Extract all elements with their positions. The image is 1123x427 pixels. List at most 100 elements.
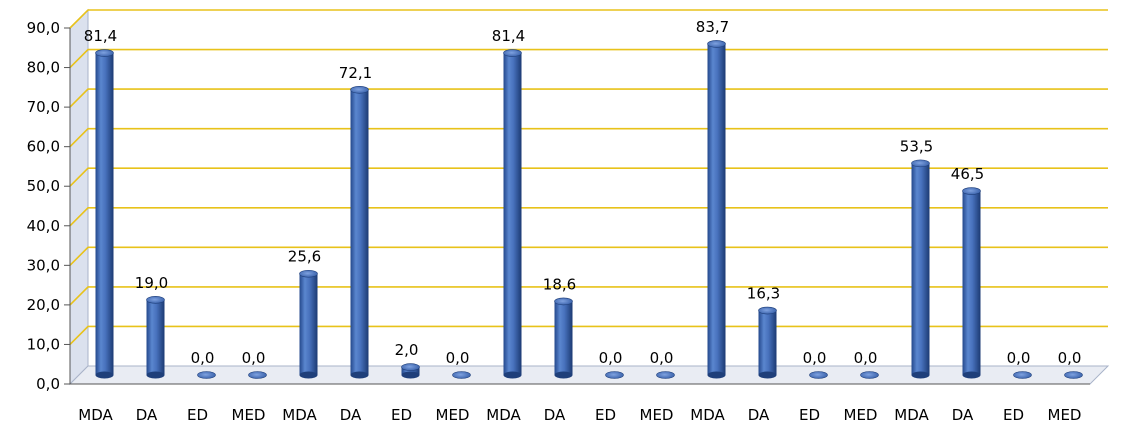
bar-body bbox=[758, 310, 777, 375]
bar-cap bbox=[350, 86, 369, 94]
value-label: 46,5 bbox=[951, 165, 984, 183]
bar-body bbox=[707, 43, 726, 376]
bar bbox=[656, 371, 675, 379]
bar-body bbox=[503, 53, 522, 376]
bar bbox=[248, 371, 267, 379]
gridline bbox=[69, 325, 1108, 346]
gridline bbox=[69, 9, 1108, 29]
bar-cap bbox=[911, 159, 930, 168]
bar-cap bbox=[197, 371, 216, 379]
value-label: 19,0 bbox=[135, 274, 168, 292]
gridline bbox=[69, 206, 1108, 227]
value-label: 0,0 bbox=[1058, 349, 1082, 367]
bar-base bbox=[911, 371, 930, 379]
value-label: 0,0 bbox=[1007, 349, 1031, 367]
value-label: 53,5 bbox=[900, 137, 933, 155]
chart-walls bbox=[68, 8, 1110, 386]
bar-cap bbox=[860, 371, 879, 379]
x-tick-label: MDA bbox=[690, 406, 725, 424]
value-label: 0,0 bbox=[242, 349, 266, 367]
bar-base bbox=[95, 371, 114, 379]
bar-body bbox=[554, 301, 573, 375]
y-tick-label: 20,0 bbox=[27, 296, 60, 314]
x-tick-label: ED bbox=[391, 406, 412, 424]
bar-base bbox=[503, 371, 522, 379]
bar-cap bbox=[401, 363, 420, 371]
gridlines bbox=[69, 9, 1108, 346]
y-tick-label: 70,0 bbox=[27, 98, 60, 116]
gridline bbox=[69, 88, 1108, 108]
value-labels: 81,4 19,0 0,0 0,0 25,6 72,1 2,0 0,0 81,4 18,6 0,0 0… bbox=[84, 18, 1082, 367]
x-tick-label: MDA bbox=[78, 406, 113, 424]
x-tick-label: DA bbox=[748, 406, 770, 424]
y-tick-label: 0,0 bbox=[36, 375, 60, 393]
plot-area: 0,010,020,030,040,050,060,070,080,090,0 … bbox=[27, 8, 1110, 424]
value-label: 2,0 bbox=[395, 341, 419, 359]
value-label: 0,0 bbox=[446, 349, 470, 367]
bar bbox=[503, 49, 522, 379]
bar-base bbox=[146, 371, 165, 379]
y-tick-label: 10,0 bbox=[27, 335, 60, 353]
x-tick-label: MED bbox=[1048, 406, 1082, 424]
bar bbox=[95, 49, 114, 379]
value-label: 81,4 bbox=[84, 27, 117, 45]
bars bbox=[95, 40, 1083, 379]
bar-base bbox=[554, 371, 573, 379]
x-tick-label: ED bbox=[799, 406, 820, 424]
bar bbox=[401, 363, 420, 379]
x-tick-label: DA bbox=[952, 406, 974, 424]
bar bbox=[299, 269, 318, 379]
bar-cap bbox=[248, 371, 267, 379]
gridline bbox=[69, 48, 1108, 69]
gridline bbox=[69, 246, 1108, 266]
bar bbox=[962, 187, 981, 379]
bar-base bbox=[350, 371, 369, 379]
y-tick-label: 50,0 bbox=[27, 177, 60, 195]
bar bbox=[605, 371, 624, 379]
x-tick-label: DA bbox=[544, 406, 566, 424]
bar-body bbox=[95, 53, 114, 376]
value-label: 83,7 bbox=[696, 18, 729, 36]
bar-cap bbox=[1013, 371, 1032, 379]
bar-cap bbox=[299, 269, 318, 278]
y-tick-label: 60,0 bbox=[27, 138, 60, 156]
bar-cap bbox=[605, 371, 624, 379]
bar-cap bbox=[656, 371, 675, 379]
bar bbox=[554, 297, 573, 379]
bar-cap bbox=[503, 49, 522, 57]
gridline bbox=[69, 127, 1108, 148]
x-tick-label: MDA bbox=[894, 406, 929, 424]
value-label: 81,4 bbox=[492, 27, 525, 45]
bar-cap bbox=[452, 371, 471, 379]
y-tick-label: 40,0 bbox=[27, 217, 60, 235]
bar-body bbox=[146, 299, 165, 375]
x-tick-label: MDA bbox=[486, 406, 521, 424]
value-label: 0,0 bbox=[650, 349, 674, 367]
left-wall bbox=[69, 8, 89, 386]
y-axis: 0,0 10,0 20,0 30,0 40,0 50,0 60,0 70,0 80,0 90,0 bbox=[27, 19, 71, 393]
bar-base bbox=[401, 371, 420, 379]
x-tick-label: ED bbox=[1003, 406, 1024, 424]
value-label: 25,6 bbox=[288, 248, 321, 266]
bar bbox=[1064, 371, 1083, 379]
bar-body bbox=[911, 163, 930, 375]
value-label: 16,3 bbox=[747, 285, 780, 303]
value-label: 0,0 bbox=[854, 349, 878, 367]
bar-cap bbox=[962, 187, 981, 195]
x-tick-label: ED bbox=[187, 406, 208, 424]
bar bbox=[860, 371, 879, 379]
y-tick-label: 80,0 bbox=[27, 59, 60, 77]
bar-cap bbox=[707, 40, 726, 48]
bar-cap bbox=[95, 49, 114, 57]
value-label: 0,0 bbox=[599, 349, 623, 367]
bar bbox=[452, 371, 471, 379]
x-tick-label: MED bbox=[436, 406, 470, 424]
bar-cap bbox=[554, 297, 573, 306]
bar-base bbox=[758, 371, 777, 379]
y-tick-label: 30,0 bbox=[27, 256, 60, 274]
x-tick-label: MDA bbox=[282, 406, 317, 424]
bar bbox=[197, 371, 216, 379]
bar bbox=[758, 306, 777, 379]
gridline bbox=[69, 167, 1108, 187]
x-tick-label: MED bbox=[232, 406, 266, 424]
